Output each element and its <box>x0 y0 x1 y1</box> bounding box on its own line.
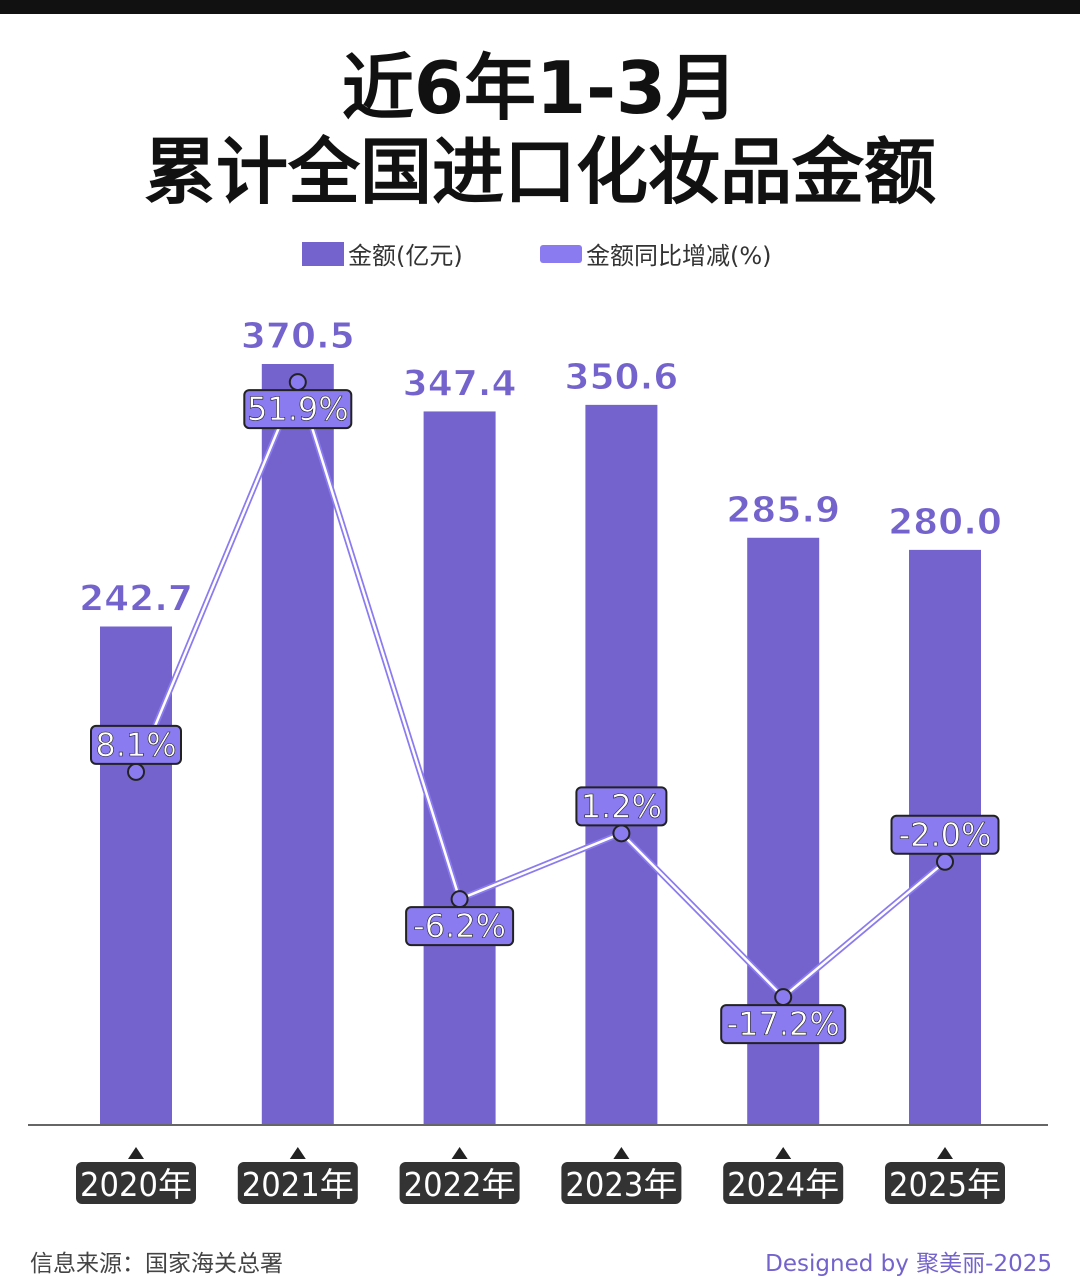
legend-item-bar: 金额(亿元) <box>302 236 463 271</box>
line-value-label: -2.0% <box>899 816 992 854</box>
line-point-marker <box>612 824 631 843</box>
line-series-outline <box>133 373 947 1002</box>
line-value-label: -17.2% <box>727 1005 840 1043</box>
bar-value-label: 242.7 <box>79 578 193 619</box>
legend-item-line: 金额同比增减(%) <box>540 236 772 271</box>
category-label-box <box>561 1162 682 1204</box>
legend-bar-swatch <box>302 241 344 266</box>
legend: 金额(亿元) 金额同比增减(%) <box>0 236 1080 272</box>
line-point-marker <box>450 890 469 909</box>
category-label: 2025年 <box>889 1165 1001 1204</box>
line-value-label: 51.9% <box>247 390 349 428</box>
tick-marker-icon <box>937 1147 953 1159</box>
line-value-box <box>890 814 1000 855</box>
line-value-box <box>90 724 182 765</box>
line-value-box <box>720 1004 847 1045</box>
bar-2022年 <box>423 411 496 1125</box>
bar-value-label: 370.5 <box>241 316 355 357</box>
legend-bar-label: 金额(亿元) <box>348 242 463 270</box>
line-value-box <box>405 906 515 947</box>
line-value-label: 8.1% <box>95 726 176 764</box>
line-value-box <box>243 389 353 430</box>
category-label: 2023年 <box>565 1165 677 1204</box>
category-label: 2020年 <box>80 1165 192 1204</box>
tick-marker-icon <box>128 1147 144 1159</box>
category-label-box <box>399 1162 520 1204</box>
category-label: 2021年 <box>242 1165 354 1204</box>
category-label: 2022年 <box>404 1165 516 1204</box>
bar-2020年 <box>100 626 172 1125</box>
legend-line-label: 金额同比增减(%) <box>586 242 772 270</box>
line-point-marker <box>936 852 954 871</box>
category-label: 2024年 <box>727 1165 839 1204</box>
tick-marker-icon <box>289 1147 306 1159</box>
line-point-marker <box>288 373 307 392</box>
line-point-marker <box>774 988 793 1007</box>
line-value-box <box>575 786 668 827</box>
bar-value-label: 280.0 <box>888 502 1002 543</box>
line-value-label: -6.2% <box>413 907 506 945</box>
chart-title-line2: 累计全国进口化妆品金额 <box>143 130 936 214</box>
category-label-box <box>76 1162 196 1204</box>
top-bar <box>0 0 1080 14</box>
line-series <box>134 378 946 999</box>
category-label-box <box>237 1162 358 1204</box>
bar-value-label: 285.9 <box>726 490 840 531</box>
line-point-marker <box>127 762 145 781</box>
tick-marker-icon <box>451 1147 468 1159</box>
category-label-box <box>723 1162 844 1204</box>
legend-line-swatch <box>540 244 582 263</box>
bar-2023年 <box>585 404 658 1125</box>
bar-2021年 <box>261 363 334 1125</box>
category-label-box <box>885 1162 1005 1204</box>
tick-marker-icon <box>613 1147 630 1159</box>
designer-credit: Designed by 聚美丽-2025 <box>765 1251 1052 1277</box>
tick-marker-icon <box>775 1147 792 1159</box>
bar-value-label: 347.4 <box>403 363 517 404</box>
line-value-label: 1.2% <box>581 787 662 825</box>
source-note: 信息来源：国家海关总署 <box>30 1251 283 1277</box>
bar-value-label: 350.6 <box>564 357 678 398</box>
chart-title-line1: 近6年1-3月 <box>341 46 739 130</box>
